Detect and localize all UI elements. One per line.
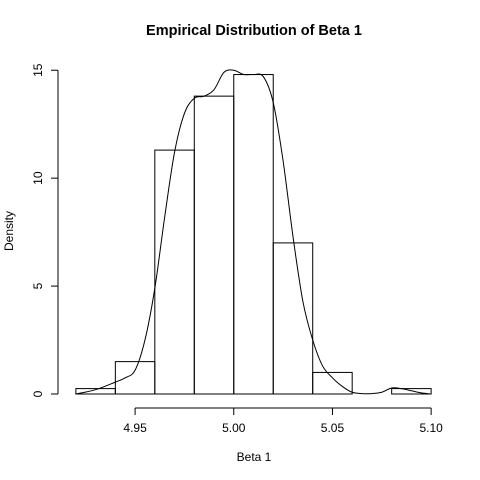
chart-title: Empirical Distribution of Beta 1 — [146, 23, 362, 39]
histogram-bar-6 — [272, 242, 314, 395]
histogram-bar-4 — [193, 95, 235, 395]
histogram-bar-9 — [391, 388, 432, 395]
histogram-bar-3 — [154, 149, 195, 395]
x-tick-label: 4.95 — [123, 421, 147, 435]
y-axis-label: Density — [2, 211, 16, 251]
density-curve — [75, 69, 432, 395]
x-axis-label: Beta 1 — [237, 450, 272, 464]
x-tick-label: 5.00 — [222, 421, 246, 435]
y-tick-label: 15 — [31, 63, 45, 77]
x-tick-label: 5.10 — [419, 421, 443, 435]
y-tick-label: 5 — [31, 282, 45, 289]
y-tick-label: 10 — [31, 171, 45, 185]
histogram-bars — [75, 74, 432, 395]
histogram-bar-2 — [114, 361, 156, 395]
y-tick-label: 0 — [31, 390, 45, 397]
y-axis: 0 5 10 15 — [31, 63, 59, 397]
x-tick-label: 5.05 — [321, 421, 345, 435]
histogram-bar-7 — [312, 371, 353, 395]
x-axis: 4.95 5.00 5.05 5.10 — [123, 407, 443, 435]
histogram-bar-5 — [233, 74, 274, 395]
